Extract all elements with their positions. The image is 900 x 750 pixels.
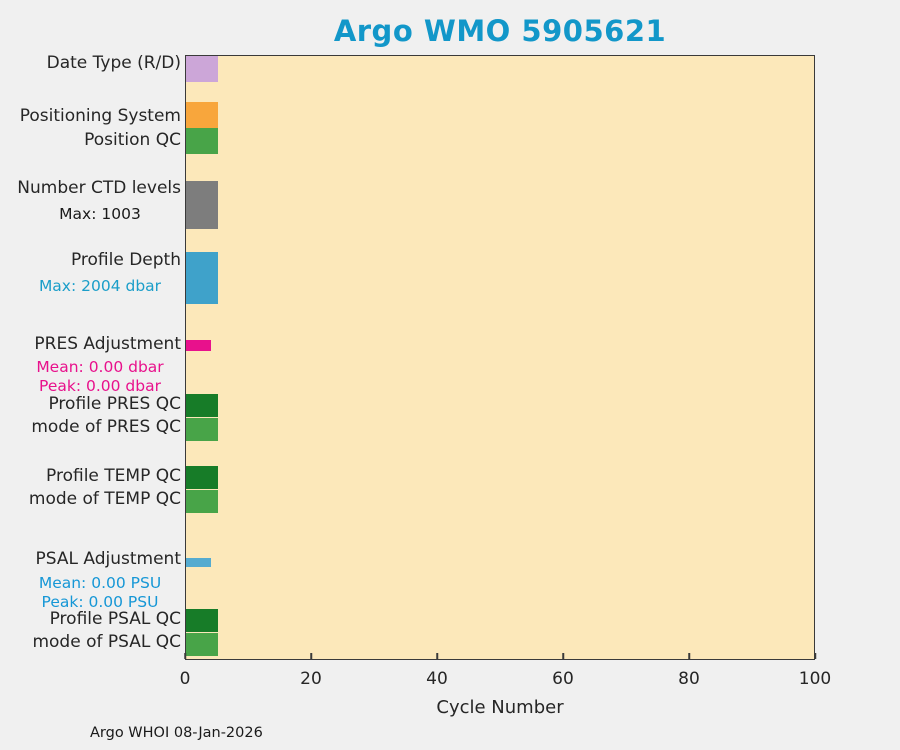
- status-bar: [186, 633, 218, 656]
- x-tick-mark: [814, 653, 816, 659]
- row-annotation: Mean: 0.00 PSU: [38, 574, 162, 592]
- row-label: Number CTD levels: [17, 178, 181, 198]
- x-tick-mark: [688, 653, 690, 659]
- status-bar: [186, 394, 218, 417]
- x-tick-mark: [436, 653, 438, 659]
- row-label: Profile PRES QC: [48, 394, 181, 414]
- status-bar: [186, 340, 212, 351]
- status-bar: [186, 102, 218, 128]
- row-label: Date Type (R/D): [46, 53, 181, 73]
- row-annotation: Max: 2004 dbar: [38, 277, 162, 295]
- row-annotation: Peak: 0.00 dbar: [39, 377, 161, 395]
- x-tick-mark: [562, 653, 564, 659]
- plot-area: [185, 55, 815, 660]
- row-annotation: Mean: 0.00 dbar: [36, 358, 164, 376]
- footer-credit: Argo WHOI 08-Jan-2026: [90, 725, 263, 741]
- x-axis-title: Cycle Number: [436, 697, 564, 718]
- status-bar: [186, 490, 218, 513]
- x-tick-label: 0: [179, 669, 191, 689]
- status-bar: [186, 466, 218, 489]
- x-tick-label: 60: [552, 669, 574, 689]
- row-label: Profile Depth: [70, 250, 181, 270]
- status-bar: [186, 609, 218, 632]
- status-bar: [186, 181, 218, 229]
- row-label: PRES Adjustment: [34, 334, 181, 354]
- status-bar: [186, 56, 218, 82]
- row-label: mode of PSAL QC: [32, 632, 181, 652]
- status-bar: [186, 558, 212, 567]
- row-label: PSAL Adjustment: [35, 549, 181, 569]
- x-tick-mark: [184, 653, 186, 659]
- status-bar: [186, 418, 218, 441]
- row-label: Positioning System: [19, 106, 181, 126]
- x-tick-mark: [310, 653, 312, 659]
- row-label: Profile TEMP QC: [46, 466, 181, 486]
- chart-title: Argo WMO 5905621: [333, 14, 667, 48]
- status-bar: [186, 252, 218, 304]
- x-tick-label: 40: [426, 669, 448, 689]
- row-label: mode of PRES QC: [31, 417, 181, 437]
- x-tick-label: 100: [798, 669, 832, 689]
- row-label: Profile PSAL QC: [49, 609, 181, 629]
- row-label: mode of TEMP QC: [28, 489, 181, 509]
- x-tick-label: 80: [678, 669, 700, 689]
- x-tick-label: 20: [300, 669, 322, 689]
- row-label: Position QC: [84, 130, 181, 150]
- status-bar: [186, 128, 218, 154]
- row-annotation: Peak: 0.00 PSU: [41, 593, 159, 611]
- row-annotation: Max: 1003: [59, 205, 141, 223]
